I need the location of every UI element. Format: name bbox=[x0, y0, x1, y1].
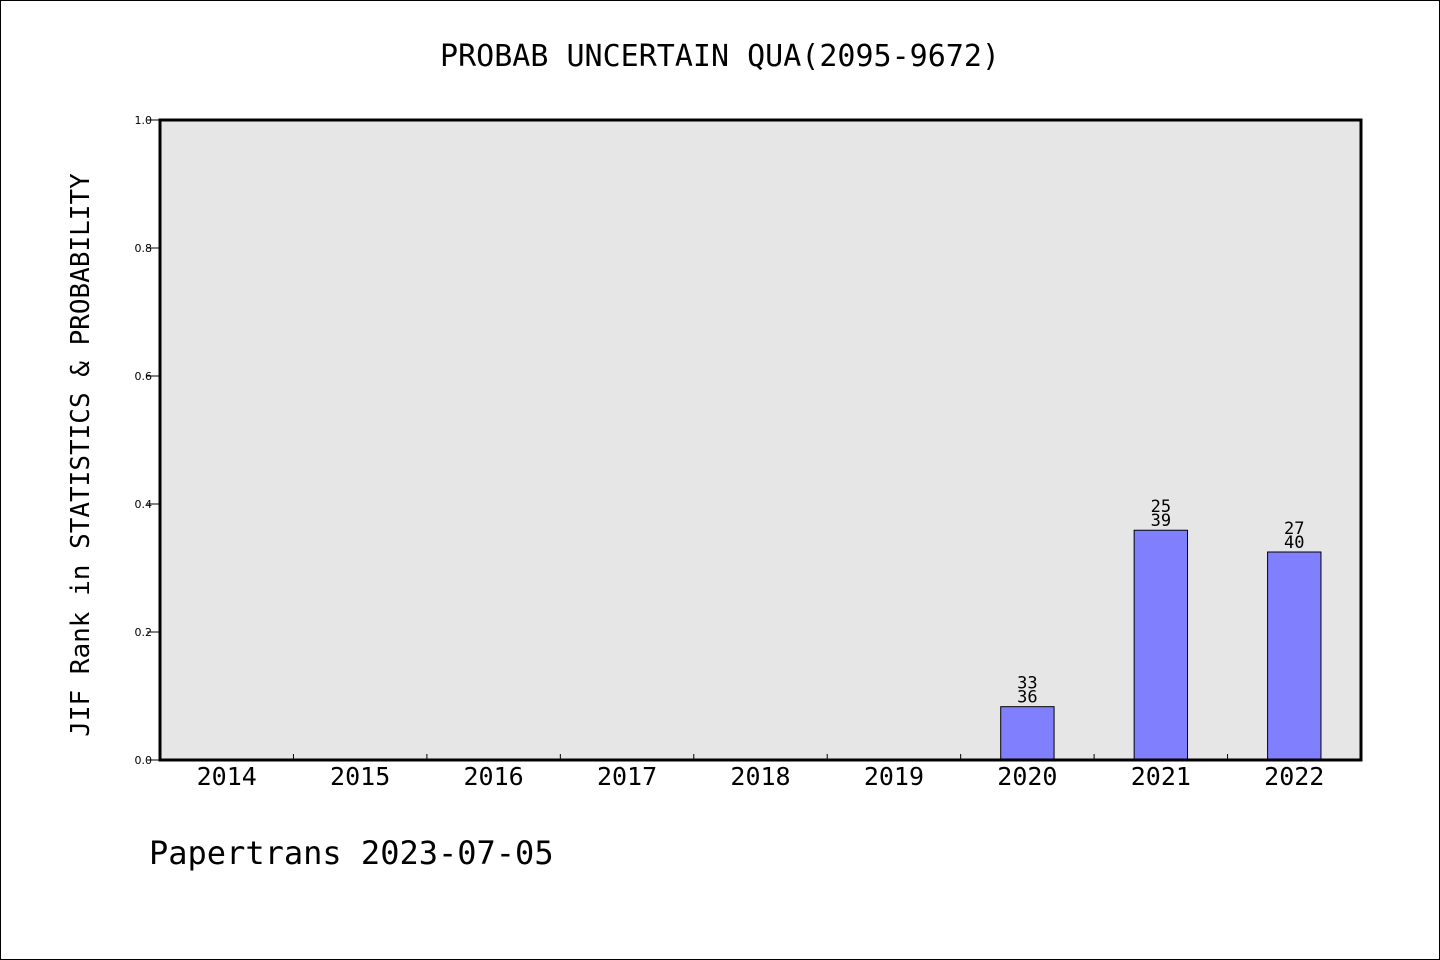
x-tick-label: 2019 bbox=[864, 762, 924, 791]
x-tick-label: 2022 bbox=[1264, 762, 1324, 791]
bar-label-rank: 25 bbox=[1151, 497, 1171, 517]
x-tick-label: 2020 bbox=[997, 762, 1057, 791]
chart-title: PROBAB UNCERTAIN QUA(2095-9672) bbox=[440, 39, 1000, 74]
bars bbox=[1000, 529, 1322, 761]
y-axis-ticks: 0.0 0.2 0.4 0.6 0.8 1.0 bbox=[135, 114, 160, 767]
footer-credit: Papertrans 2023-07-05 bbox=[149, 834, 554, 872]
x-tick-label: 2021 bbox=[1131, 762, 1191, 791]
x-tick-label: 2016 bbox=[464, 762, 524, 791]
x-tick-label: 2015 bbox=[330, 762, 390, 791]
bar-2022 bbox=[1267, 551, 1322, 761]
bar-2021 bbox=[1133, 529, 1189, 761]
x-tick-label: 2017 bbox=[597, 762, 657, 791]
x-tick-label: 2014 bbox=[197, 762, 257, 791]
x-axis-ticks: 2014 2015 2016 2017 2018 2019 2020 2021 2022 bbox=[197, 754, 1324, 791]
y-tick-label: 0.8 bbox=[135, 242, 153, 255]
y-axis-label: JIF Rank in STATISTICS & PROBABILITY bbox=[66, 173, 96, 737]
bar-2020 bbox=[1000, 706, 1055, 761]
y-tick-label: 0.4 bbox=[135, 498, 153, 511]
bar-label-rank: 27 bbox=[1284, 519, 1304, 539]
y-tick-label: 1.0 bbox=[135, 114, 153, 127]
bar-label-total: 40 bbox=[1284, 533, 1304, 553]
x-tick-label: 2018 bbox=[730, 762, 790, 791]
bar-label-total: 36 bbox=[1017, 688, 1037, 708]
bar-label-rank: 33 bbox=[1017, 674, 1037, 694]
y-tick-label: 0.2 bbox=[135, 626, 153, 639]
bar-label-total: 39 bbox=[1151, 511, 1171, 531]
plot-border bbox=[158, 118, 1363, 762]
y-tick-label: 0.0 bbox=[135, 754, 153, 767]
y-tick-label: 0.6 bbox=[135, 370, 153, 383]
